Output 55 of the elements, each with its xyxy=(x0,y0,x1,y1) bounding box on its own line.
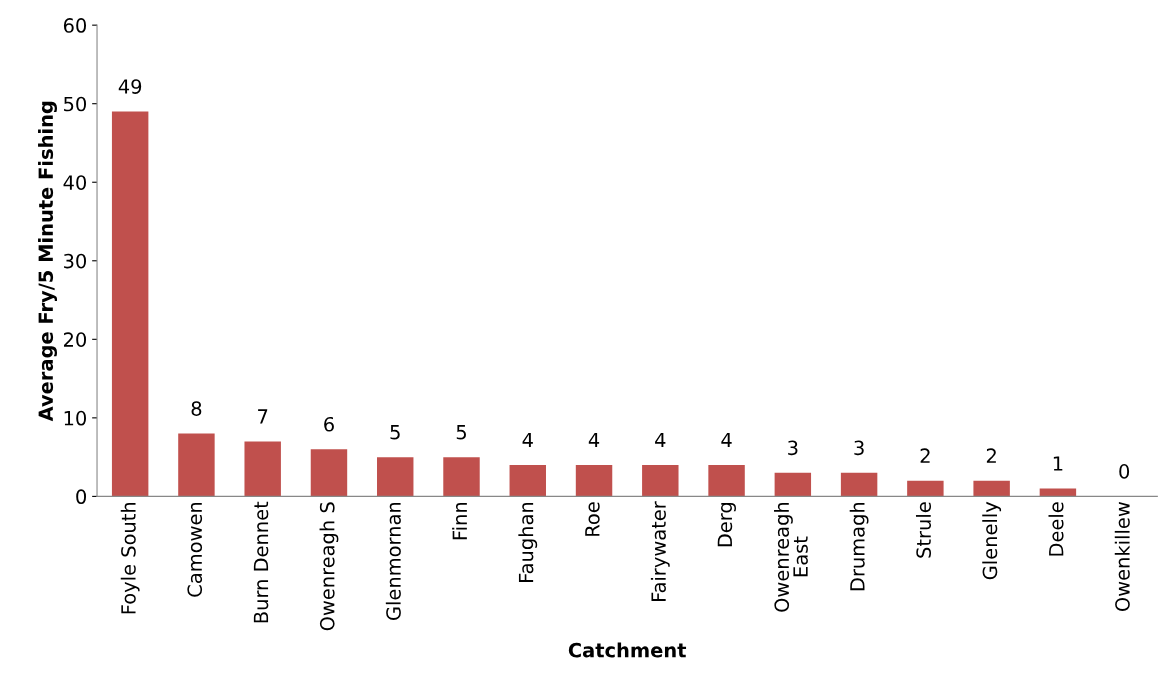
y-tick-label: 10 xyxy=(64,410,87,426)
bar xyxy=(377,457,414,497)
x-tick-label: Camowen xyxy=(187,502,203,597)
x-tick-label: Faughan xyxy=(518,502,538,582)
y-axis-title: Average Fry/5 Minute Fishing xyxy=(38,101,58,422)
data-label: 5 xyxy=(390,425,400,440)
bar xyxy=(111,111,149,497)
y-tick-label: 30 xyxy=(64,253,87,269)
bar xyxy=(774,472,812,497)
x-tick-label: Drumagh xyxy=(849,502,869,591)
y-tick-label: 50 xyxy=(64,96,87,112)
data-label: 3 xyxy=(854,440,864,456)
x-tick-label: Foyle South xyxy=(120,502,140,614)
bar xyxy=(310,449,348,497)
bar xyxy=(973,480,1010,497)
x-tick-label: Glenelly xyxy=(982,501,1002,580)
bar xyxy=(178,433,215,497)
x-tick-label: Strule xyxy=(915,502,932,558)
y-tick-label: 40 xyxy=(63,175,87,190)
x-tick-label: Finn xyxy=(452,502,467,540)
data-label: 4 xyxy=(655,432,666,448)
x-tick-label: Roe xyxy=(585,502,600,536)
x-tick-label: Deele xyxy=(1048,502,1064,556)
data-label: 5 xyxy=(456,425,466,440)
data-label: 4 xyxy=(522,432,533,448)
bar xyxy=(509,464,546,497)
data-label: 2 xyxy=(986,448,996,463)
data-label: 7 xyxy=(258,409,268,424)
x-tick-label: Owenreagh East xyxy=(774,502,808,612)
x-tick-label: Glenmornan xyxy=(385,502,401,620)
data-label: 8 xyxy=(191,401,202,416)
bar xyxy=(840,472,878,497)
bar xyxy=(443,457,480,497)
x-tick-label: Fairywater xyxy=(650,501,670,601)
data-label: 49 xyxy=(118,79,142,94)
data-label: 1 xyxy=(1053,456,1063,471)
x-tick-label: Derg xyxy=(717,503,736,547)
bar xyxy=(575,464,613,497)
x-tick-label: Owenkillew xyxy=(1114,502,1130,611)
y-tick-label: 20 xyxy=(63,332,87,347)
data-label: 4 xyxy=(721,432,732,448)
y-tick-label: 0 xyxy=(76,489,87,505)
bar xyxy=(708,464,745,497)
bar xyxy=(244,441,281,497)
data-label: 0 xyxy=(1119,464,1130,479)
y-tick-label: 60 xyxy=(63,18,87,33)
data-label: 4 xyxy=(588,432,600,448)
bar xyxy=(642,464,679,497)
x-tick-label: Owenreagh S xyxy=(319,502,339,631)
data-label: 2 xyxy=(920,448,930,463)
data-label: 3 xyxy=(788,440,798,456)
x-tick-label: Burn Dennet xyxy=(253,501,269,623)
data-label: 6 xyxy=(324,416,334,432)
bar xyxy=(907,480,944,497)
x-axis-title: Catchment xyxy=(568,642,687,658)
